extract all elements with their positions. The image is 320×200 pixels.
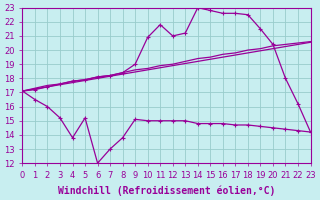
X-axis label: Windchill (Refroidissement éolien,°C): Windchill (Refroidissement éolien,°C) bbox=[58, 185, 275, 196]
